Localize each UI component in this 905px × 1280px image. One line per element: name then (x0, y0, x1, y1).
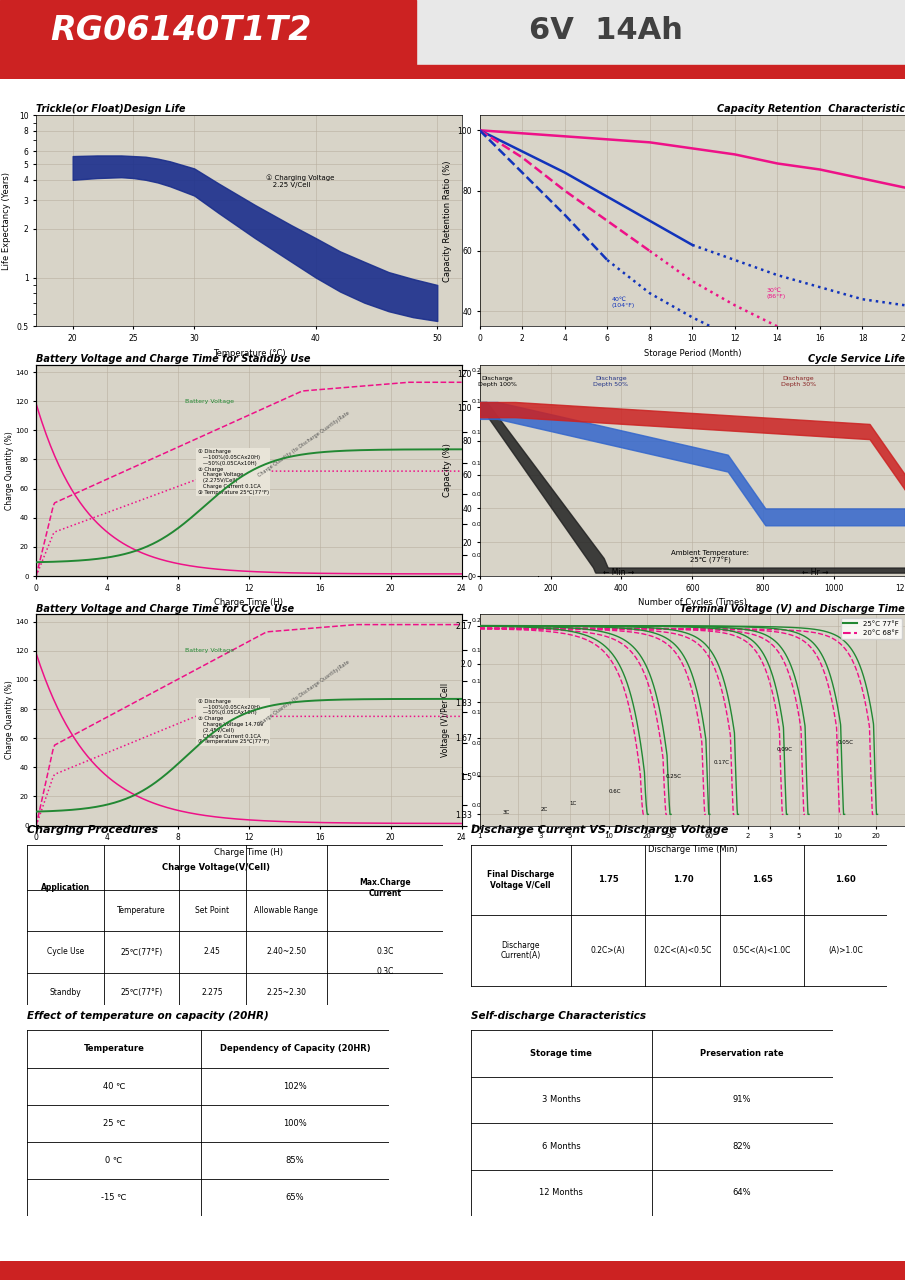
Text: Charge Voltage(V/Cell): Charge Voltage(V/Cell) (161, 863, 270, 872)
Text: Set Point: Set Point (195, 906, 230, 915)
Text: (A)>1.0C: (A)>1.0C (828, 946, 862, 955)
Text: 2.25~2.30: 2.25~2.30 (266, 988, 306, 997)
Y-axis label: Voltage (V)/Per Cell: Voltage (V)/Per Cell (441, 684, 450, 756)
Text: 85%: 85% (286, 1156, 304, 1165)
Text: 0.3C: 0.3C (376, 947, 394, 956)
X-axis label: Storage Period (Month): Storage Period (Month) (643, 348, 741, 357)
Text: Charging Procedures: Charging Procedures (27, 826, 158, 836)
Bar (0, 65, 905, 79)
Text: 3 Months: 3 Months (542, 1096, 580, 1105)
Text: 0.17C: 0.17C (713, 760, 729, 765)
Text: 1.75: 1.75 (597, 876, 618, 884)
Text: 0.25C: 0.25C (666, 773, 682, 778)
Text: 1C: 1C (570, 800, 577, 805)
Y-axis label: Charge Current (CA): Charge Current (CA) (487, 685, 493, 755)
Text: 64%: 64% (733, 1188, 751, 1197)
Y-axis label: Charge Quantity (%): Charge Quantity (%) (5, 431, 14, 509)
Polygon shape (362, 0, 416, 65)
Text: ← Hr →: ← Hr → (802, 568, 828, 577)
Text: Temperature: Temperature (83, 1044, 145, 1053)
Text: Dependency of Capacity (20HR): Dependency of Capacity (20HR) (220, 1044, 370, 1053)
Text: Discharge
Depth 100%: Discharge Depth 100% (478, 376, 517, 387)
Text: 6 Months: 6 Months (542, 1142, 580, 1151)
Text: Standby: Standby (50, 988, 81, 997)
Text: 25℃(77°F): 25℃(77°F) (120, 947, 163, 956)
Text: 65%: 65% (286, 1193, 304, 1202)
Text: 2.45: 2.45 (204, 947, 221, 956)
Text: Charge Quantity (to Discharge Quantity)Rate: Charge Quantity (to Discharge Quantity)R… (257, 410, 351, 477)
Text: Charge Quantity (to Discharge Quantity)Rate: Charge Quantity (to Discharge Quantity)R… (257, 659, 351, 727)
Text: Storage time: Storage time (530, 1050, 592, 1059)
X-axis label: Discharge Time (Min): Discharge Time (Min) (647, 845, 738, 854)
Text: Self-discharge Characteristics: Self-discharge Characteristics (471, 1011, 645, 1021)
Text: Discharge
Depth 50%: Discharge Depth 50% (594, 376, 628, 387)
Text: Discharge Current VS. Discharge Voltage: Discharge Current VS. Discharge Voltage (471, 826, 728, 836)
Text: 1.65: 1.65 (751, 876, 773, 884)
X-axis label: Number of Cycles (Times): Number of Cycles (Times) (638, 598, 747, 607)
Text: 3C: 3C (502, 810, 510, 814)
Text: Allowable Range: Allowable Range (254, 906, 319, 915)
Y-axis label: Battery Voltage (V)/Per Cell: Battery Voltage (V)/Per Cell (567, 677, 573, 763)
Legend: 25°C 77°F, 20°C 68°F: 25°C 77°F, 20°C 68°F (841, 618, 901, 639)
Text: Cycle Use: Cycle Use (47, 947, 84, 956)
Text: 2C: 2C (541, 808, 548, 813)
Text: Capacity Retention  Characteristic: Capacity Retention Characteristic (717, 105, 905, 114)
Text: Trickle(or Float)Design Life: Trickle(or Float)Design Life (36, 105, 186, 114)
Text: 2.275: 2.275 (202, 988, 224, 997)
Text: 0.2C<(A)<0.5C: 0.2C<(A)<0.5C (653, 946, 712, 955)
Text: Battery Voltage and Charge Time for Cycle Use: Battery Voltage and Charge Time for Cycl… (36, 604, 294, 613)
Text: 2.40~2.50: 2.40~2.50 (266, 947, 307, 956)
Text: 1.70: 1.70 (672, 876, 693, 884)
Y-axis label: Capacity (%): Capacity (%) (443, 443, 452, 498)
Text: Discharge
Current(A): Discharge Current(A) (500, 941, 540, 960)
Text: Final Discharge
Voltage V/Cell: Final Discharge Voltage V/Cell (487, 870, 554, 890)
Text: 0.6C: 0.6C (608, 790, 621, 795)
Text: 91%: 91% (733, 1096, 751, 1105)
Y-axis label: Battery Voltage (V)/Per Cell: Battery Voltage (V)/Per Cell (567, 428, 573, 513)
Text: Ambient Temperature:
25℃ (77°F): Ambient Temperature: 25℃ (77°F) (671, 549, 749, 564)
Text: ① Charging Voltage
   2.25 V/Cell: ① Charging Voltage 2.25 V/Cell (266, 174, 334, 188)
Text: 25℃(77°F): 25℃(77°F) (120, 988, 163, 997)
Y-axis label: Capacity Retention Ratio (%): Capacity Retention Ratio (%) (443, 160, 452, 282)
Text: ① Discharge
   —100%(0.05CAx20H)
   —50%(0.05CAx10H)
② Charge
   Charge Voltage : ① Discharge —100%(0.05CAx20H) —50%(0.05C… (198, 699, 269, 745)
Text: Cycle Service Life: Cycle Service Life (808, 355, 905, 364)
Text: 100%: 100% (283, 1119, 307, 1128)
Text: Application: Application (41, 883, 90, 892)
Text: 40 ℃: 40 ℃ (103, 1082, 125, 1091)
Text: 0 ℃: 0 ℃ (105, 1156, 123, 1165)
Text: Battery Voltage: Battery Voltage (186, 649, 234, 653)
Text: -15 ℃: -15 ℃ (101, 1193, 127, 1202)
Text: 0.05C: 0.05C (838, 740, 853, 745)
Text: 1.60: 1.60 (835, 876, 855, 884)
X-axis label: Charge Time (H): Charge Time (H) (214, 598, 283, 607)
X-axis label: Temperature (°C): Temperature (°C) (213, 348, 285, 357)
Text: Battery Voltage and Charge Time for Standby Use: Battery Voltage and Charge Time for Stan… (36, 355, 310, 364)
Text: Effect of temperature on capacity (20HR): Effect of temperature on capacity (20HR) (27, 1011, 269, 1021)
Text: Preservation rate: Preservation rate (700, 1050, 784, 1059)
X-axis label: Charge Time (H): Charge Time (H) (214, 847, 283, 856)
Bar (0, 0, 398, 65)
Y-axis label: Charge Current (CA): Charge Current (CA) (487, 435, 493, 506)
Text: Discharge
Depth 30%: Discharge Depth 30% (781, 376, 816, 387)
Text: 12 Months: 12 Months (539, 1188, 583, 1197)
Text: Temperature: Temperature (118, 906, 166, 915)
Text: 0.5C<(A)<1.0C: 0.5C<(A)<1.0C (733, 946, 791, 955)
Text: ① Discharge
   —100%(0.05CAx20H)
   —50%(0.05CAx10H)
② Charge
   Charge Voltage
: ① Discharge —100%(0.05CAx20H) —50%(0.05C… (198, 449, 269, 495)
Y-axis label: Charge Quantity (%): Charge Quantity (%) (5, 681, 14, 759)
Text: 82%: 82% (733, 1142, 751, 1151)
Text: ← Min →: ← Min → (603, 568, 634, 577)
Text: RG06140T1T2: RG06140T1T2 (51, 14, 311, 46)
Text: 25 ℃: 25 ℃ (103, 1119, 125, 1128)
Text: 102%: 102% (283, 1082, 307, 1091)
Text: 30℃
(86°F): 30℃ (86°F) (767, 288, 786, 298)
Text: 0.2C>(A): 0.2C>(A) (591, 946, 625, 955)
Text: 6V  14Ah: 6V 14Ah (529, 15, 683, 45)
Text: 0.3C: 0.3C (376, 968, 394, 977)
Text: Max.Charge
Current: Max.Charge Current (359, 878, 411, 897)
Text: Battery Voltage: Battery Voltage (186, 399, 234, 403)
Text: 40℃
(104°F): 40℃ (104°F) (612, 297, 634, 307)
Y-axis label: Life Expectancy (Years): Life Expectancy (Years) (2, 172, 11, 270)
Text: 0.09C: 0.09C (776, 746, 792, 751)
Text: Terminal Voltage (V) and Discharge Time: Terminal Voltage (V) and Discharge Time (681, 604, 905, 613)
